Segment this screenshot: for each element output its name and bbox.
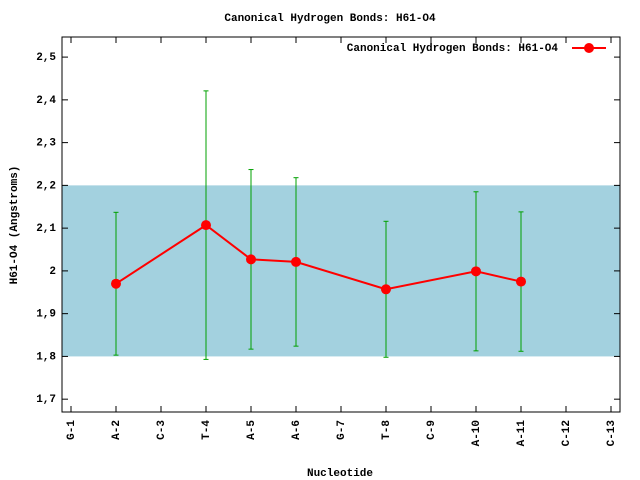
x-axis-label: Nucleotide (307, 468, 373, 480)
reference-band (62, 185, 620, 357)
y-tick-label: 1,8 (36, 351, 56, 363)
data-point (291, 256, 301, 267)
data-point (381, 284, 391, 295)
x-tick-label: A-11 (516, 420, 528, 447)
y-tick-label: 2,5 (36, 52, 56, 64)
legend-marker (584, 43, 594, 53)
x-tick-label: A-10 (471, 420, 483, 446)
y-tick-label: 1,7 (36, 394, 56, 406)
y-tick-label: 2,2 (36, 180, 56, 192)
x-tick-label: T-8 (381, 420, 393, 440)
y-tick-label: 2,4 (36, 95, 56, 107)
x-tick-label: T-4 (201, 420, 213, 440)
x-tick-label: A-6 (291, 420, 303, 440)
y-tick-label: 2,3 (36, 138, 56, 150)
y-tick-label: 2 (49, 266, 56, 278)
y-tick-label: 2,1 (36, 223, 56, 235)
y-axis-label: H61-O4 (Angstroms) (9, 166, 21, 285)
y-tick-label: 1,9 (36, 309, 56, 321)
x-tick-label: G-7 (336, 420, 348, 440)
x-tick-label: C-3 (156, 420, 168, 440)
x-tick-label: A-5 (246, 420, 258, 440)
x-tick-label: C-12 (561, 420, 573, 446)
x-tick-label: C-13 (606, 420, 618, 447)
data-point (201, 220, 211, 231)
data-point (246, 254, 256, 265)
data-point (471, 266, 481, 277)
data-point (516, 276, 526, 287)
data-point (111, 278, 121, 289)
x-tick-label: C-9 (426, 420, 438, 440)
chart-title: Canonical Hydrogen Bonds: H61-O4 (224, 13, 436, 25)
legend-label: Canonical Hydrogen Bonds: H61-O4 (347, 43, 559, 55)
x-tick-label: G-1 (66, 420, 78, 440)
x-tick-label: A-2 (111, 420, 123, 440)
